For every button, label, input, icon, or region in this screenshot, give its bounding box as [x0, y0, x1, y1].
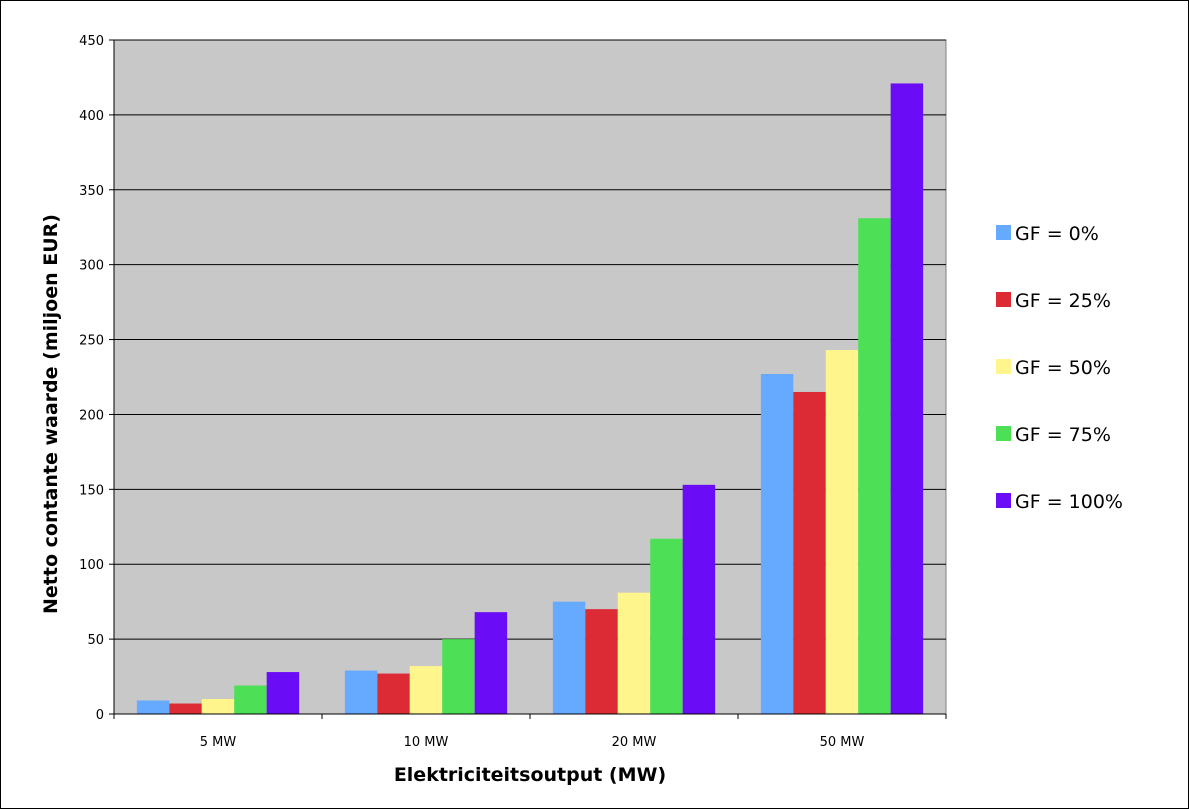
y-tick-label: 350	[79, 184, 104, 199]
legend-label: GF = 50%	[1015, 357, 1111, 379]
bar-5mw-series-3	[234, 685, 267, 714]
y-tick-label: 150	[79, 483, 104, 498]
bar-5mw-series-1	[169, 703, 202, 714]
y-tick-label: 200	[79, 408, 104, 423]
legend: GF = 0% GF = 25% GF = 50% GF = 75% GF = 100%	[996, 223, 1123, 513]
bar-50mw-series-3	[858, 218, 891, 715]
bar-5mw-series-4	[266, 672, 300, 714]
legend-swatch	[996, 426, 1011, 441]
x-tick-label: 20 MW	[612, 735, 657, 750]
bar-5mw-series-2	[201, 699, 235, 714]
y-tick-label: 450	[79, 34, 104, 49]
legend-label: GF = 0%	[1015, 223, 1099, 245]
legend-swatch	[996, 292, 1011, 307]
bar-20mw-series-0	[552, 601, 586, 714]
y-tick-label: 250	[79, 334, 104, 349]
legend-swatch	[996, 493, 1011, 508]
x-axis-title: Elektriciteitsoutput (MW)	[394, 764, 666, 786]
x-tick-label: 5 MW	[200, 735, 237, 750]
legend-label: GF = 100%	[1015, 491, 1123, 513]
legend-label: GF = 75%	[1015, 424, 1111, 446]
bar-50mw-series-4	[890, 83, 924, 715]
x-tick-label: 50 MW	[820, 735, 865, 750]
bar-10mw-series-0	[344, 670, 378, 714]
legend-label: GF = 25%	[1015, 290, 1111, 312]
y-tick-label: 0	[96, 708, 104, 723]
bar-20mw-series-4	[682, 484, 716, 714]
y-tick-label: 400	[79, 109, 104, 124]
bar-50mw-series-0	[760, 374, 794, 714]
x-axis-ticks: 5 MW 10 MW 20 MW 50 MW	[200, 735, 865, 750]
bar-20mw-series-3	[650, 538, 683, 714]
y-tick-label: 300	[79, 259, 104, 274]
y-tick-label: 50	[87, 633, 104, 648]
legend-swatch	[996, 359, 1011, 374]
bar-10mw-series-3	[442, 639, 475, 714]
bar-5mw-series-0	[136, 700, 170, 714]
y-axis-title: Netto contante waarde (miljoen EUR)	[40, 214, 62, 614]
axes	[109, 39, 947, 719]
y-tick-label: 100	[79, 558, 104, 573]
bar-50mw-series-1	[793, 391, 826, 714]
bar-20mw-series-2	[617, 592, 651, 714]
legend-swatch	[996, 225, 1011, 240]
bars	[136, 83, 924, 715]
y-axis-ticks: 0 50 100 150 200 250 300 350 400 450	[79, 34, 104, 723]
bar-10mw-series-4	[474, 612, 508, 714]
bar-50mw-series-2	[825, 350, 859, 714]
bar-20mw-series-1	[585, 609, 618, 714]
x-tick-label: 10 MW	[404, 735, 449, 750]
bar-10mw-series-2	[409, 666, 443, 714]
bar-10mw-series-1	[377, 673, 410, 714]
